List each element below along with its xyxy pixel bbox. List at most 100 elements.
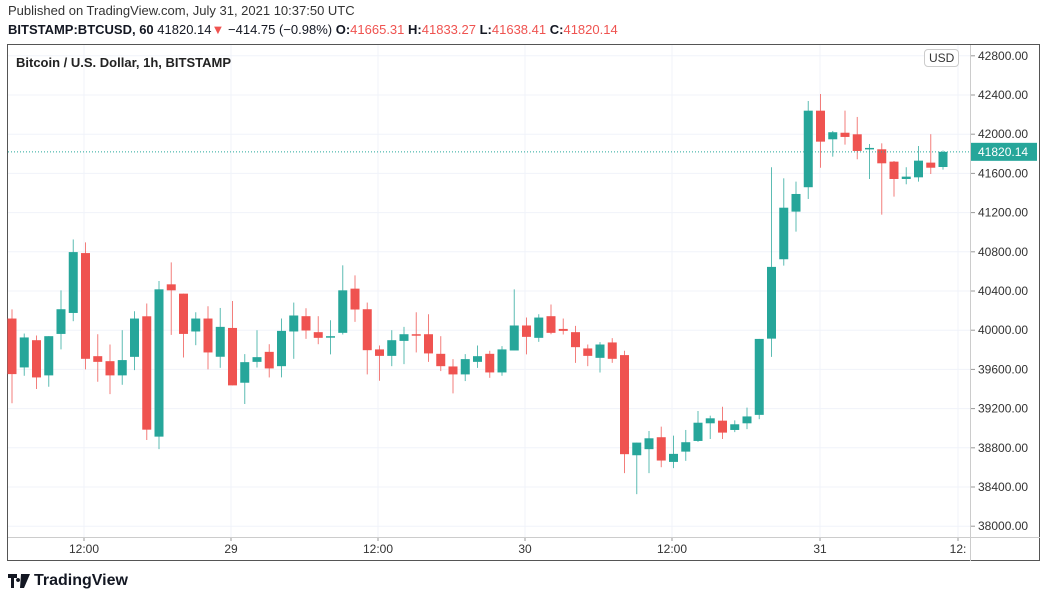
y-tick-label: 39200.00 (978, 402, 1028, 416)
candle-down (179, 293, 188, 334)
candle-up (742, 416, 752, 424)
last-price: 41820.14 (157, 22, 212, 37)
candle-down (656, 437, 666, 461)
candle-up (154, 289, 164, 437)
candle-up (754, 338, 764, 415)
candle-up (632, 442, 642, 456)
candle-down (424, 334, 433, 354)
x-tick-label: 12:00 (363, 542, 393, 556)
candle-up (767, 266, 776, 339)
candle-up (865, 147, 874, 150)
y-tick-label: 39600.00 (978, 362, 1028, 376)
x-tick-label: 30 (518, 542, 532, 556)
candle-down (411, 334, 421, 336)
candle-up (705, 418, 715, 424)
price-change: −414.75 (−0.98%) (228, 22, 333, 37)
high-label: H: (408, 22, 422, 37)
candle-down (301, 316, 311, 331)
candle-down (93, 356, 103, 362)
open-label: O: (335, 22, 351, 37)
candle-up (215, 326, 225, 357)
high-value: 41833.27 (421, 22, 476, 37)
tradingview-logo-icon (8, 574, 30, 588)
brand-name: TradingView (34, 572, 128, 589)
candle-down (620, 355, 629, 455)
close-value: 41820.14 (563, 22, 618, 37)
candle-up (460, 359, 470, 375)
close-label: C: (549, 22, 564, 37)
candle-down (313, 332, 323, 338)
candle-up (56, 309, 66, 334)
candle-up (44, 336, 54, 376)
y-tick-label: 42000.00 (978, 127, 1028, 141)
candle-down (7, 318, 17, 375)
candle-up (938, 151, 948, 167)
candle-down (362, 309, 372, 351)
candle-up (730, 424, 740, 430)
candle-down (264, 351, 274, 369)
candle-down (350, 288, 360, 310)
chart-frame (7, 44, 1040, 561)
last-price-label: 41820.14 (978, 145, 1028, 159)
candle-down (375, 349, 384, 356)
candle-up (914, 160, 923, 178)
y-tick-label: 40400.00 (978, 284, 1028, 298)
candle-down (105, 361, 115, 376)
candle-down (32, 340, 41, 378)
candle-down (485, 353, 495, 373)
candle-up (669, 453, 678, 462)
candle-down (926, 162, 936, 168)
candle-up (289, 315, 299, 332)
y-tick-label: 42800.00 (978, 49, 1028, 63)
candle-up (240, 362, 250, 383)
candle-up (117, 360, 127, 376)
candle-down (607, 342, 617, 359)
x-tick-label: 12:00 (69, 542, 99, 556)
candle-down (571, 332, 580, 348)
candle-down (840, 132, 850, 137)
candle-up (693, 422, 703, 441)
y-tick-label: 42400.00 (978, 88, 1028, 102)
candle-down (228, 327, 237, 386)
currency-badge[interactable]: USD (924, 49, 960, 67)
candle-up (130, 318, 139, 357)
candle-up (791, 193, 801, 212)
low-value: 41638.41 (491, 22, 547, 37)
candle-down (166, 284, 176, 291)
candle-up (252, 357, 262, 362)
candle-up (277, 330, 286, 367)
candle-up (338, 290, 348, 333)
candle-up (399, 334, 409, 341)
symbol-name: BITSTAMP:BTCUSD, 60 (8, 22, 154, 37)
y-tick-label: 40800.00 (978, 245, 1028, 259)
candle-down (142, 316, 152, 430)
x-tick-label: 31 (813, 542, 827, 556)
candle-up (191, 318, 201, 332)
down-arrow-icon: ▼ (211, 22, 225, 37)
candle-up (644, 438, 654, 450)
candle-up (803, 110, 813, 188)
candle-up (828, 132, 838, 140)
tradingview-logo[interactable]: TradingView (8, 572, 128, 590)
y-tick-label: 38400.00 (978, 480, 1028, 494)
y-tick-label: 38800.00 (978, 441, 1028, 455)
candle-down (718, 420, 727, 433)
candle-up (534, 317, 544, 338)
x-tick-label: 12: (950, 542, 967, 556)
open-value: 41665.31 (350, 22, 405, 37)
symbol-header: BITSTAMP:BTCUSD, 60 41820.14▼ −414.75 (−… (8, 22, 618, 37)
y-tick-label: 40000.00 (978, 323, 1028, 337)
low-label: L: (479, 22, 492, 37)
chart-title: Bitcoin / U.S. Dollar, 1h, BITSTAMP (16, 55, 232, 70)
last-price-badge (971, 142, 1037, 161)
candle-down (436, 353, 446, 367)
candle-down (546, 316, 556, 333)
candle-down (816, 110, 825, 142)
candle-up (68, 252, 78, 313)
published-caption: Published on TradingView.com, July 31, 2… (8, 3, 355, 18)
candle-up (681, 442, 691, 452)
candle-up (19, 337, 29, 368)
y-tick-label: 38000.00 (978, 519, 1028, 533)
candle-down (877, 149, 887, 164)
